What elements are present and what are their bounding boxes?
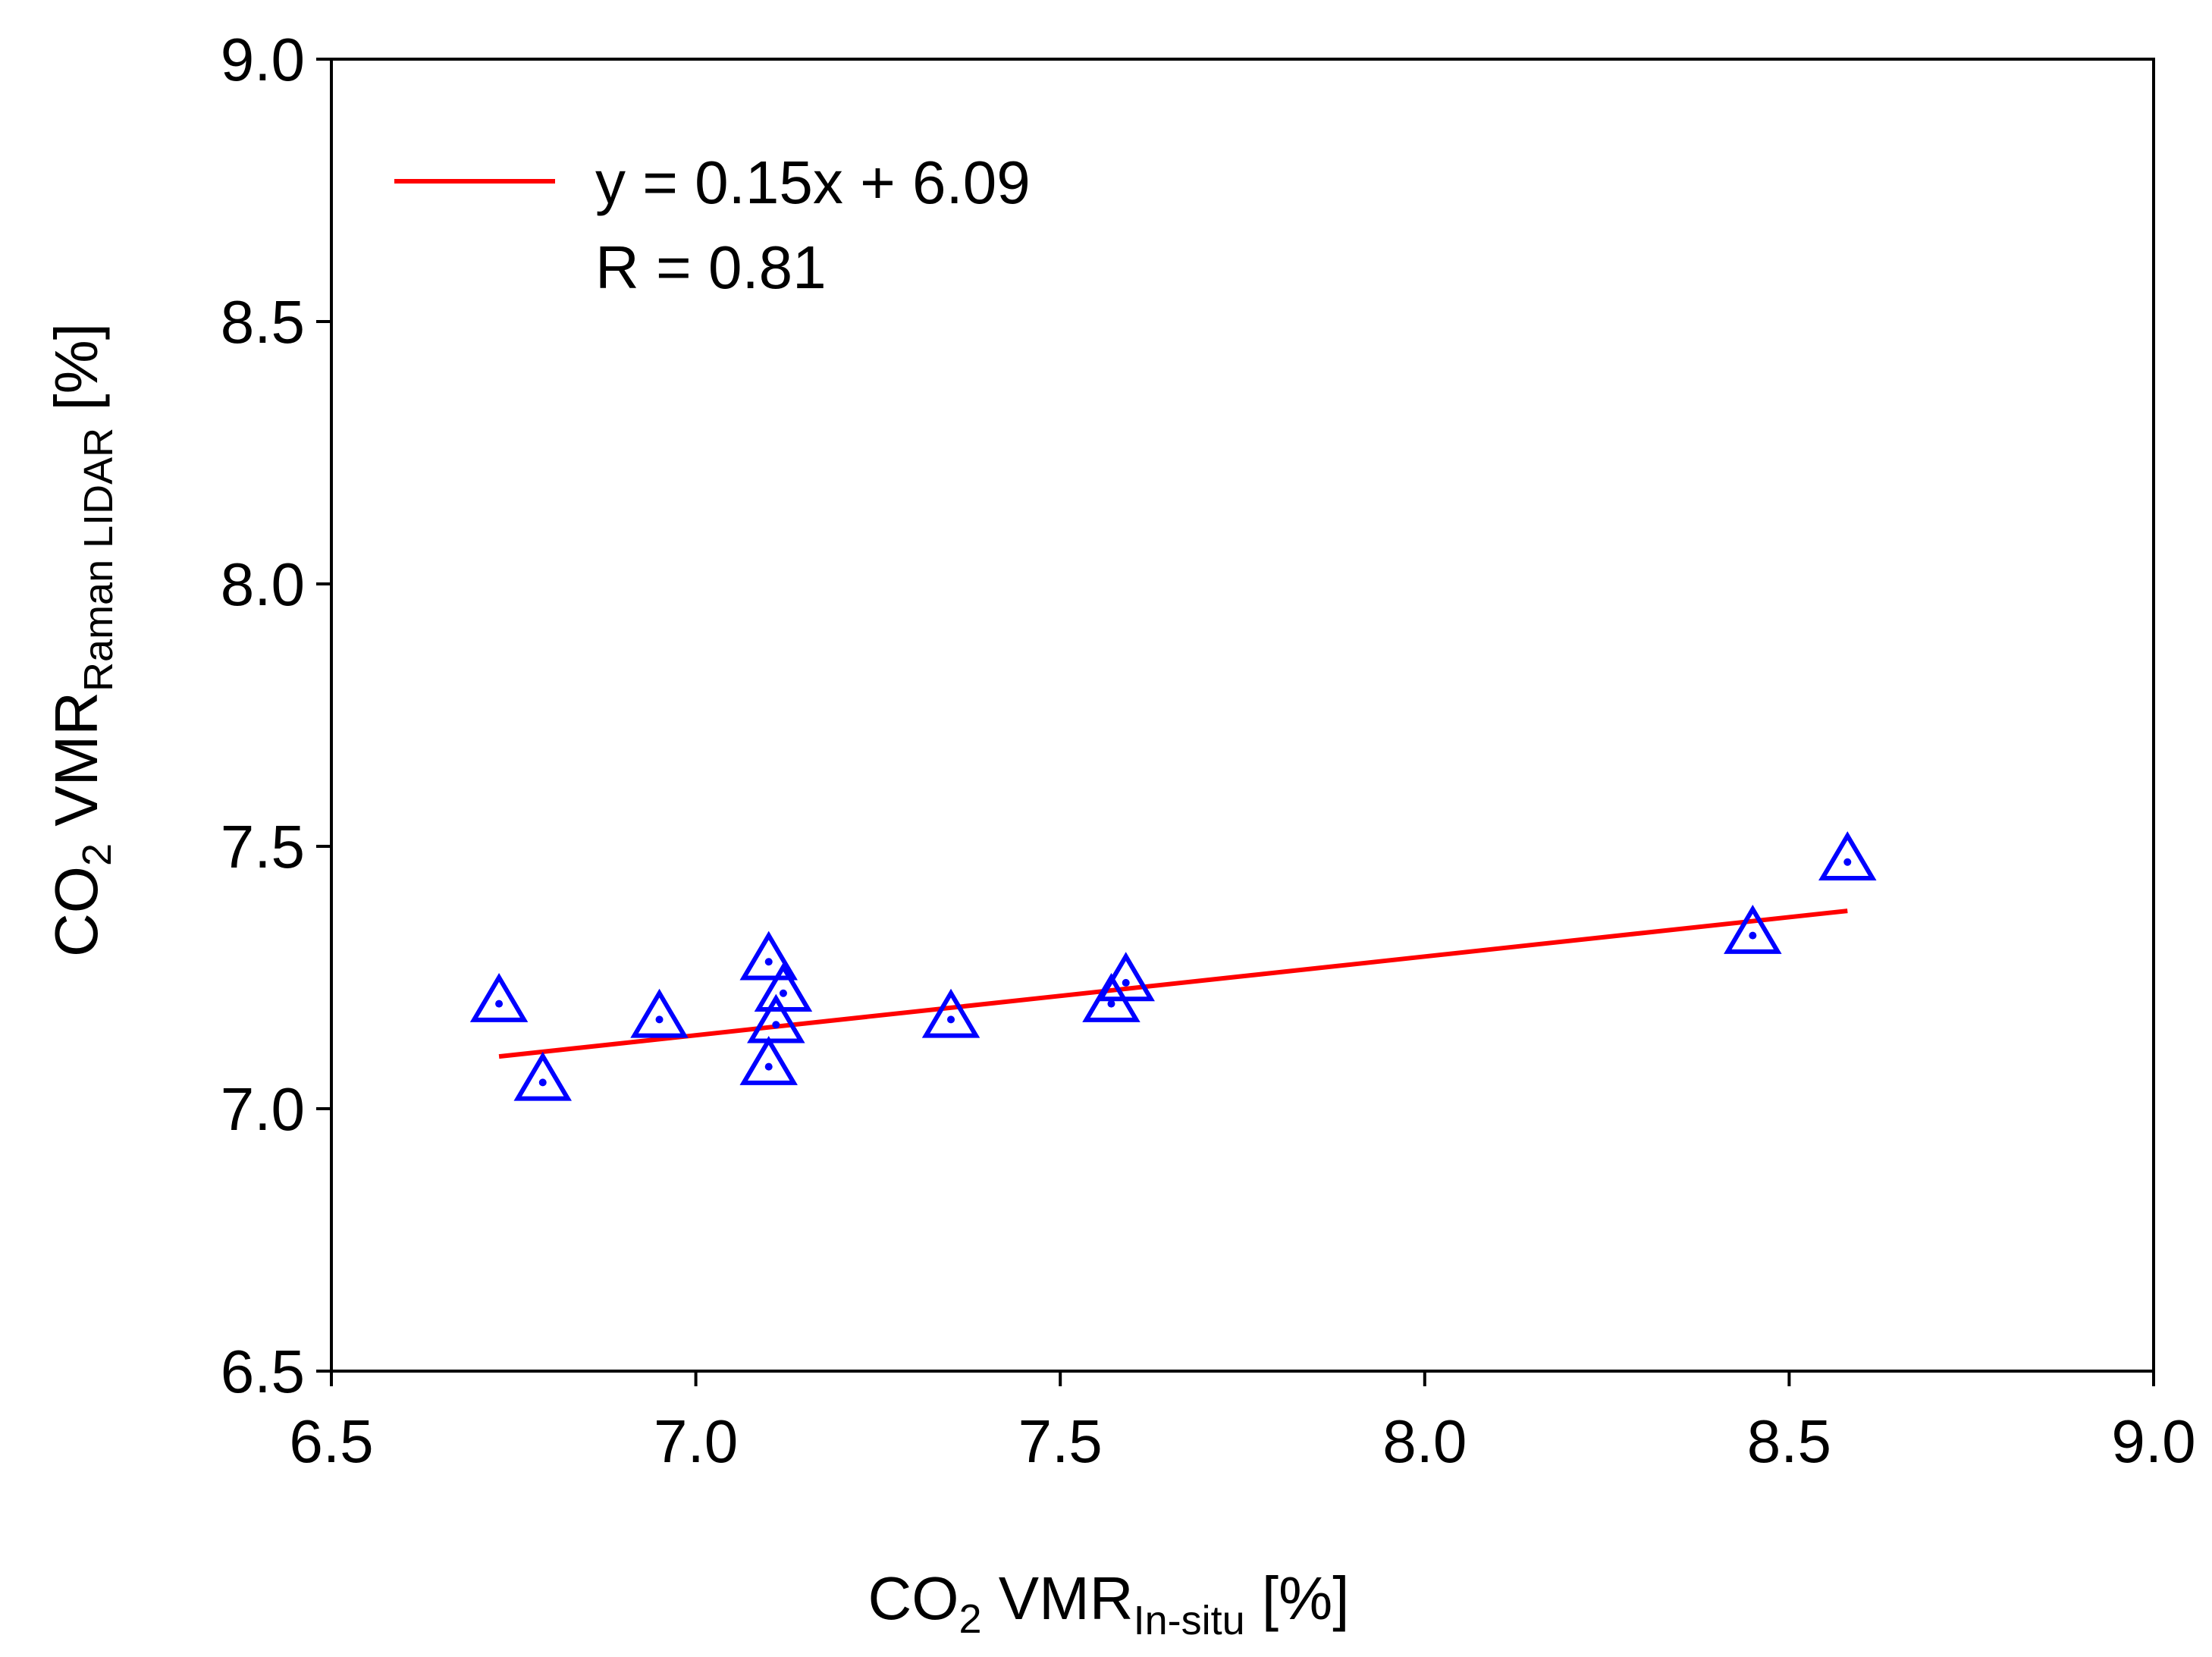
y-axis-title: CO2 VMRRaman LIDAR [%] bbox=[42, 323, 121, 957]
x-tick-label: 6.5 bbox=[289, 1408, 373, 1475]
point-center-dot bbox=[772, 1021, 780, 1029]
y-tick-label: 8.0 bbox=[221, 551, 305, 618]
triangle-marker bbox=[754, 962, 813, 1012]
y-tick-label: 8.5 bbox=[221, 288, 305, 356]
point-center-dot bbox=[1843, 858, 1852, 866]
y-tick-label: 7.5 bbox=[221, 813, 305, 880]
x-tick-label: 7.0 bbox=[654, 1408, 738, 1475]
point-center-dot bbox=[1749, 931, 1757, 940]
y-title-main: CO bbox=[42, 866, 110, 957]
point-center-dot bbox=[764, 1062, 773, 1071]
triangle-marker bbox=[630, 988, 689, 1038]
y-title-main-sub: 2 bbox=[74, 843, 120, 866]
x-title-subscript: In-situ bbox=[1134, 1598, 1245, 1643]
point-center-dot bbox=[495, 1000, 504, 1008]
data-point bbox=[469, 972, 529, 1022]
y-tick-label: 9.0 bbox=[221, 26, 305, 93]
data-point bbox=[1724, 905, 1782, 954]
y-title-subscript: Raman LIDAR bbox=[76, 428, 121, 692]
x-tick-label: 9.0 bbox=[2111, 1408, 2195, 1475]
x-axis-ticks: 6.5 7.0 7.5 8.0 8.5 9.0 bbox=[289, 1371, 2196, 1475]
triangle-marker bbox=[739, 930, 798, 981]
data-point bbox=[739, 1036, 798, 1085]
x-title-main: CO bbox=[868, 1564, 959, 1632]
point-center-dot bbox=[779, 989, 787, 997]
triangle-marker bbox=[747, 993, 805, 1043]
x-title-main-sub: 2 bbox=[959, 1596, 982, 1642]
data-point bbox=[921, 988, 980, 1038]
y-tick-label: 6.5 bbox=[221, 1338, 305, 1405]
triangle-marker bbox=[469, 972, 529, 1022]
point-center-dot bbox=[947, 1015, 955, 1024]
plot-frame bbox=[330, 58, 2155, 1373]
x-axis-title: CO2 VMRIn-situ [%] bbox=[868, 1564, 1350, 1643]
point-center-dot bbox=[764, 958, 773, 966]
y-title-unit: [%] bbox=[42, 323, 110, 428]
data-point bbox=[1097, 952, 1155, 1002]
data-point bbox=[754, 962, 813, 1012]
y-tick-label: 7.0 bbox=[221, 1075, 305, 1143]
data-point bbox=[513, 1051, 572, 1101]
triangle-marker bbox=[1724, 905, 1782, 954]
point-center-dot bbox=[655, 1015, 664, 1024]
triangle-marker bbox=[1818, 831, 1877, 881]
data-point bbox=[747, 993, 805, 1043]
point-center-dot bbox=[1107, 1000, 1115, 1008]
regression-line bbox=[498, 909, 1848, 1059]
data-point bbox=[739, 930, 798, 981]
data-point bbox=[630, 988, 689, 1038]
legend-equation: y = 0.15x + 6.09 bbox=[595, 149, 1031, 216]
x-title-mid: VMR bbox=[982, 1564, 1134, 1632]
triangle-marker bbox=[921, 988, 980, 1038]
x-tick-label: 7.5 bbox=[1018, 1408, 1103, 1475]
y-title-mid: VMR bbox=[42, 692, 110, 843]
y-axis-ticks: 6.5 7.0 7.5 8.0 8.5 9.0 bbox=[221, 26, 331, 1405]
x-tick-label: 8.0 bbox=[1382, 1408, 1467, 1475]
point-center-dot bbox=[1122, 978, 1130, 987]
point-center-dot bbox=[538, 1078, 547, 1087]
legend: y = 0.15x + 6.09 R = 0.81 bbox=[394, 149, 1031, 301]
legend-r-value: R = 0.81 bbox=[595, 234, 827, 301]
triangle-marker bbox=[739, 1036, 798, 1085]
data-point bbox=[1818, 831, 1877, 881]
triangle-marker bbox=[513, 1051, 572, 1101]
triangle-marker bbox=[1097, 952, 1155, 1002]
data-points bbox=[469, 831, 1877, 1101]
x-tick-label: 8.5 bbox=[1747, 1408, 1831, 1475]
x-title-unit: [%] bbox=[1245, 1564, 1350, 1632]
